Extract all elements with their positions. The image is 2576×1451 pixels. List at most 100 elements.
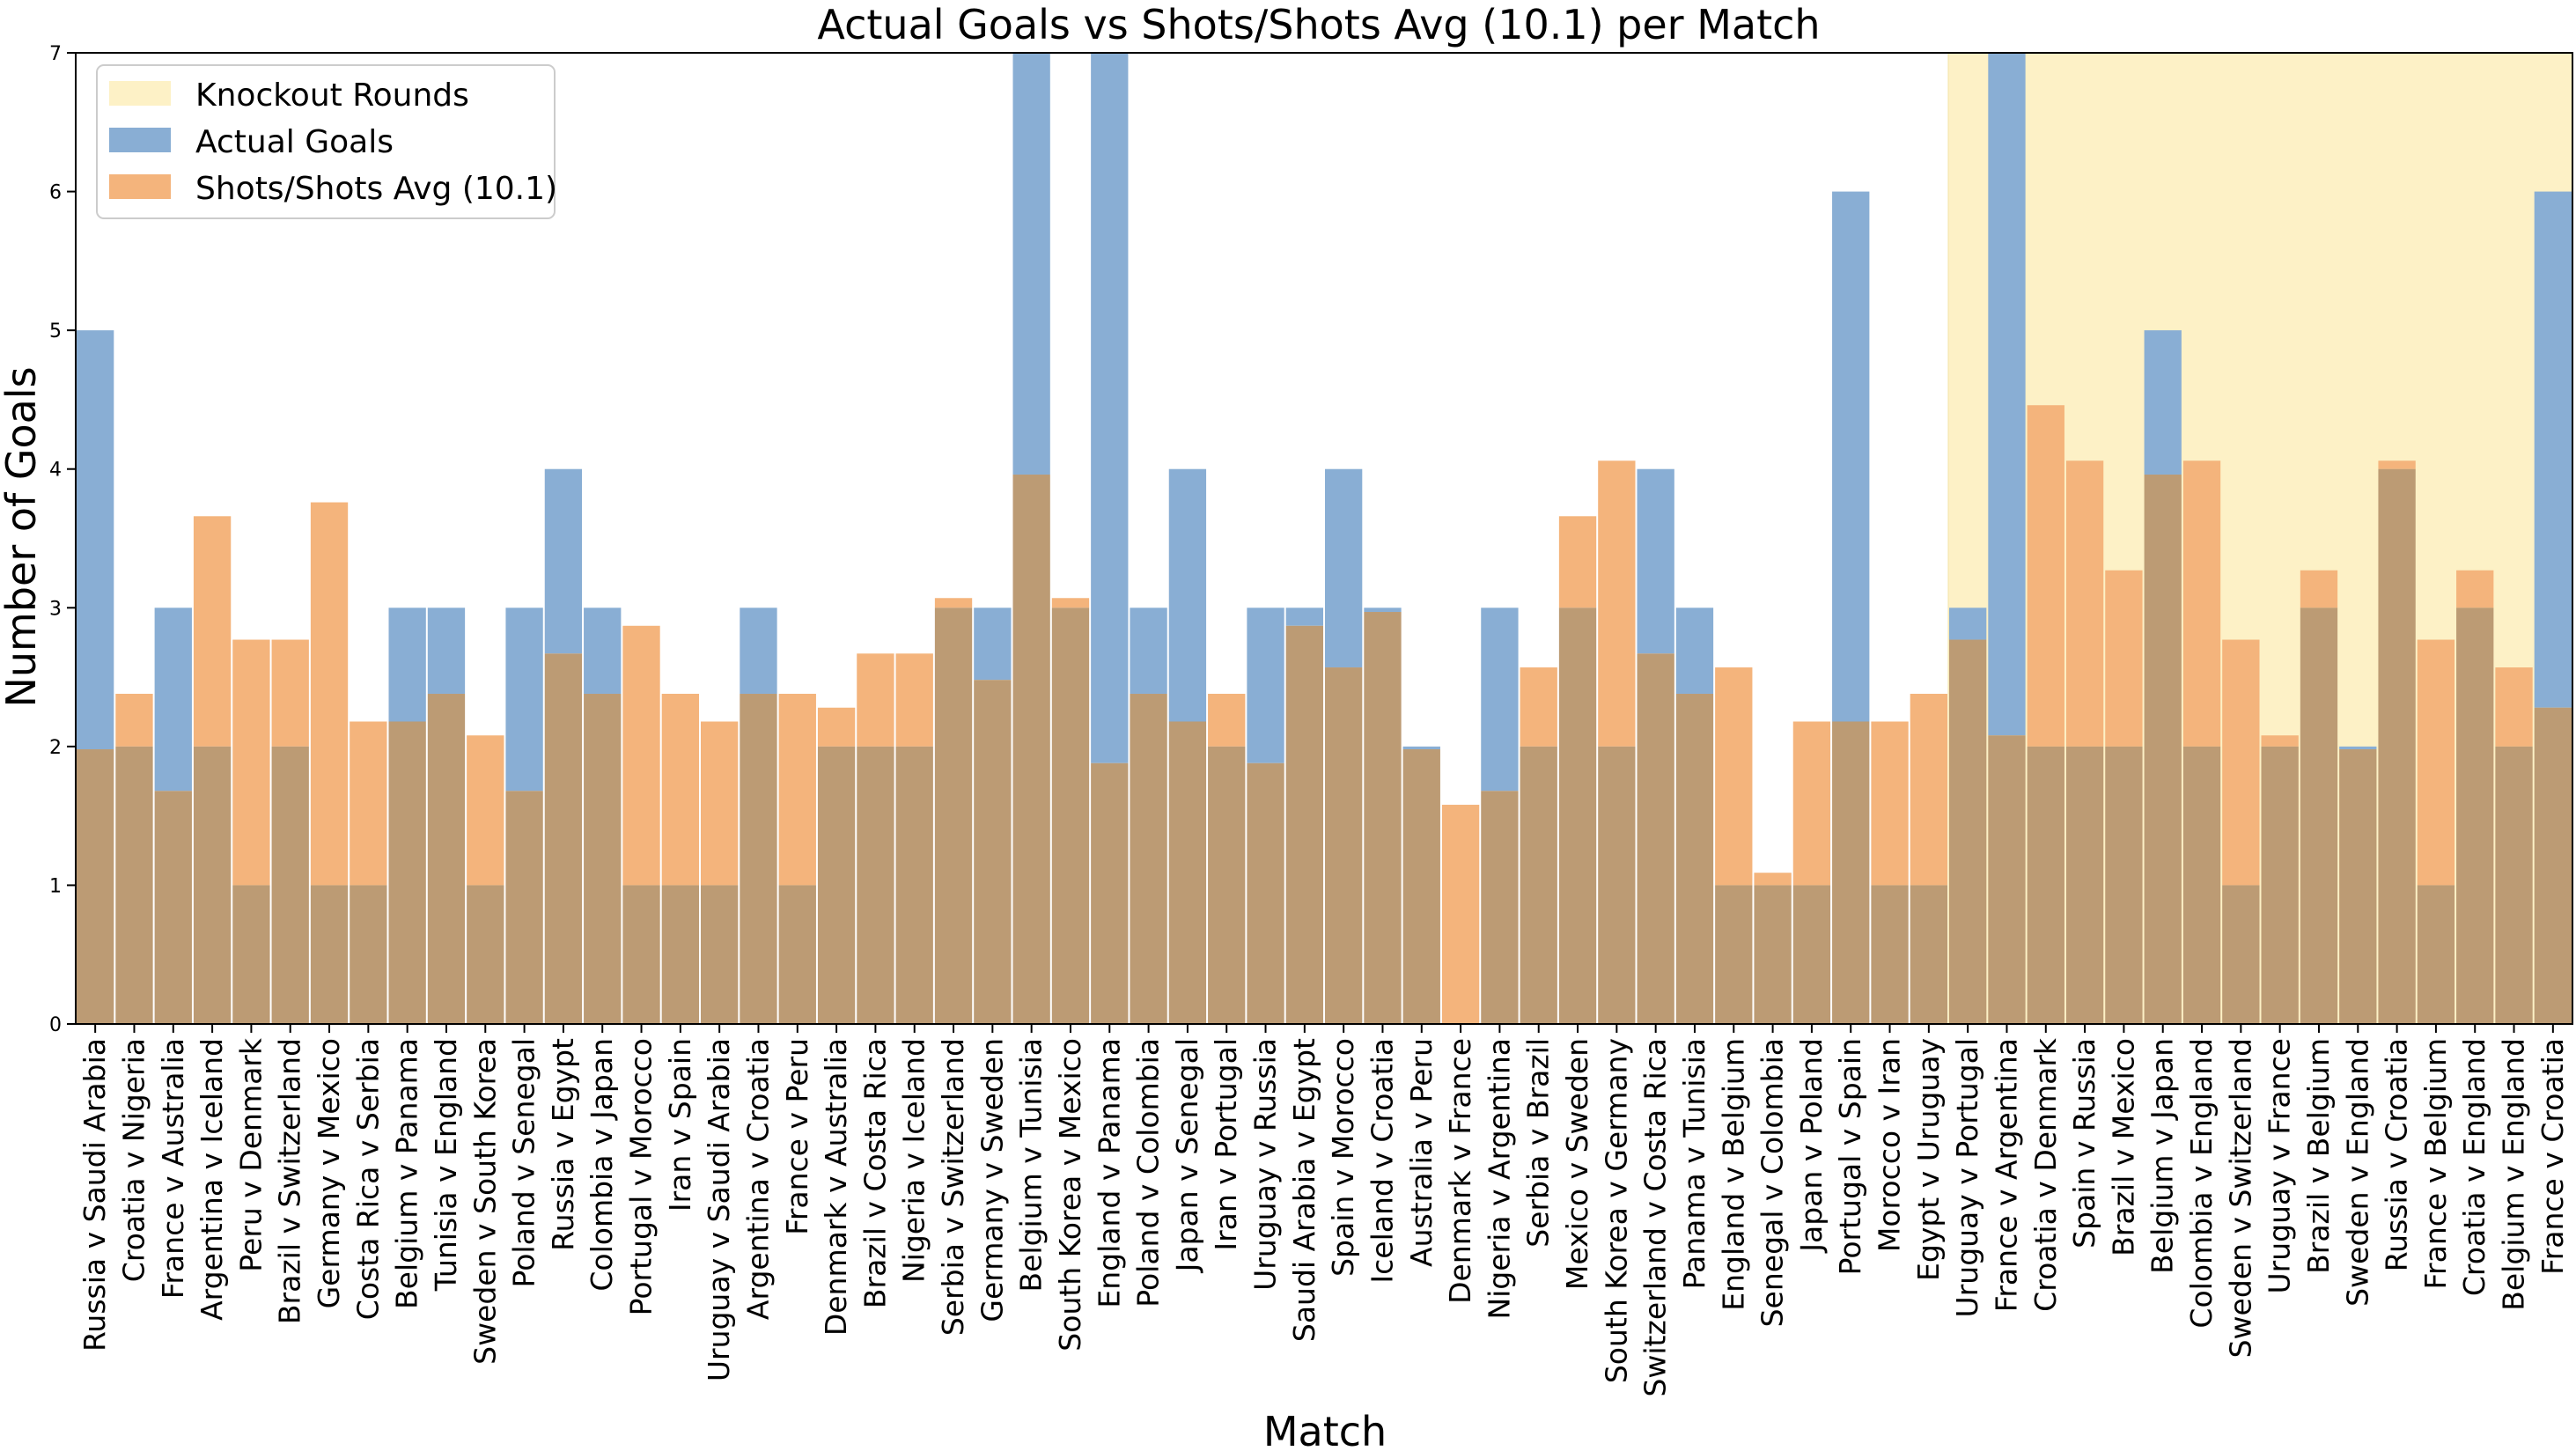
bar-shots-avg [2417, 639, 2455, 886]
bar-shots-avg [2456, 570, 2494, 608]
bar-overlap [1598, 746, 1636, 1024]
bar-overlap [232, 885, 270, 1024]
bar-shots-avg [271, 639, 309, 747]
bar-overlap [2144, 475, 2182, 1024]
bar-overlap [1520, 746, 1557, 1024]
bar-shots-avg [1754, 873, 1792, 886]
x-tick-label: Japan v Poland [1794, 1038, 1829, 1254]
x-tick-label: France v Argentina [1989, 1038, 2023, 1312]
bar-overlap [1130, 693, 1167, 1024]
x-tick-label: Poland v Colombia [1131, 1038, 1166, 1307]
bar-shots-avg [2222, 639, 2260, 886]
bar-shots-avg [2495, 667, 2533, 747]
bar-shots-avg [934, 598, 973, 608]
x-tick-label: Uruguay v Portugal [1950, 1038, 1984, 1317]
bar-actual-goals [2339, 746, 2377, 750]
bar-overlap [388, 721, 426, 1024]
bar-overlap [2300, 608, 2338, 1024]
y-axis-label: Number of Goals [0, 366, 45, 707]
x-tick-label: France v Croatia [2536, 1038, 2570, 1275]
bar-actual-goals [2144, 330, 2182, 475]
bar-actual-goals [1402, 746, 1440, 750]
x-tick-label: Costa Rica v Serbia [350, 1038, 385, 1320]
bar-overlap [2261, 746, 2299, 1024]
x-tick-label: South Korea v Germany [1599, 1038, 1633, 1383]
x-tick-label: Brazil v Costa Rica [857, 1038, 892, 1308]
legend-swatch-knockout [109, 81, 171, 106]
bar-actual-goals [1949, 608, 1987, 640]
x-tick-label: Uruguay v Russia [1248, 1038, 1283, 1291]
x-tick-label: Iran v Portugal [1209, 1038, 1243, 1251]
x-tick-label: Iceland v Croatia [1365, 1038, 1399, 1284]
bar-overlap [505, 791, 543, 1024]
legend-swatch-actual-goals [109, 128, 171, 152]
bar-actual-goals [1130, 608, 1167, 694]
x-tick-label: France v Australia [156, 1038, 190, 1299]
bar-shots-avg [310, 502, 349, 886]
bar-overlap [1051, 608, 1090, 1024]
y-tick-label: 5 [49, 320, 62, 342]
bar-overlap [2222, 885, 2260, 1024]
chart-title: Actual Goals vs Shots/Shots Avg (10.1) p… [817, 1, 1820, 48]
bar-shots-avg [661, 693, 699, 886]
bar-overlap [1012, 475, 1050, 1024]
x-tick-label: Russia v Egypt [546, 1038, 580, 1251]
y-tick-label: 0 [49, 1014, 62, 1036]
x-tick-label: Australia v Peru [1404, 1038, 1439, 1267]
bar-shots-avg [2182, 460, 2221, 747]
x-tick-label: Nigeria v Iceland [897, 1038, 931, 1283]
bar-shots-avg [350, 721, 387, 886]
x-tick-label: Colombia v England [2184, 1038, 2219, 1329]
bar-shots-avg [467, 735, 504, 886]
x-tick-label: Colombia v Japan [585, 1038, 619, 1292]
x-tick-label: Argentina v Croatia [740, 1038, 775, 1320]
x-tick-label: Serbia v Switzerland [936, 1038, 970, 1336]
bar-overlap [1675, 693, 1714, 1024]
bar-overlap [661, 885, 699, 1024]
bar-shots-avg [622, 625, 660, 886]
bar-actual-goals [1247, 608, 1284, 763]
bar-overlap [701, 885, 739, 1024]
x-tick-label: France v Peru [780, 1038, 814, 1235]
bar-actual-goals [77, 330, 114, 750]
bar-shots-avg [1715, 667, 1753, 886]
x-tick-label: Uruguay v Saudi Arabia [702, 1038, 736, 1381]
x-tick-label: Japan v Senegal [1170, 1038, 1204, 1273]
x-tick-label: Sweden v Switzerland [2223, 1038, 2257, 1358]
y-tick-label: 4 [49, 460, 62, 482]
x-tick-label: Sweden v England [2340, 1038, 2374, 1307]
bar-overlap [2065, 746, 2104, 1024]
legend-label-knockout: Knockout Rounds [195, 77, 469, 114]
bar-shots-avg [2300, 570, 2338, 608]
bar-actual-goals [740, 608, 777, 694]
bar-overlap [1402, 749, 1440, 1024]
x-tick-label: Croatia v Nigeria [116, 1038, 151, 1282]
legend-label-actual-goals: Actual Goals [195, 124, 394, 160]
x-tick-label: Brazil v Switzerland [273, 1038, 307, 1324]
x-tick-label: Panama v Tunisia [1677, 1038, 1711, 1289]
bar-overlap [2105, 746, 2143, 1024]
bar-shots-avg [2105, 570, 2143, 747]
bar-shots-avg [1598, 460, 1636, 747]
bar-overlap [154, 791, 192, 1024]
bar-overlap [1910, 885, 1947, 1024]
bar-shots-avg [1792, 721, 1831, 886]
bar-overlap [310, 885, 349, 1024]
bar-actual-goals [1091, 53, 1129, 763]
x-tick-label: Senegal v Colombia [1755, 1038, 1790, 1327]
bar-actual-goals [1168, 468, 1207, 722]
x-tick-label: Morocco v Iran [1873, 1038, 1907, 1252]
x-tick-label: Uruguay v France [2263, 1038, 2297, 1294]
bar-overlap [271, 746, 309, 1024]
bar-overlap [1792, 885, 1831, 1024]
bar-shots-avg [1520, 667, 1557, 747]
bar-overlap [544, 653, 583, 1024]
bar-overlap [1715, 885, 1753, 1024]
bar-actual-goals [584, 608, 622, 694]
bar-overlap [2456, 608, 2494, 1024]
bar-overlap [1949, 639, 1987, 1024]
bar-overlap [740, 693, 777, 1024]
x-tick-label: Denmark v Australia [819, 1038, 853, 1336]
bar-overlap [2378, 468, 2416, 1024]
bar-overlap [1558, 608, 1597, 1024]
